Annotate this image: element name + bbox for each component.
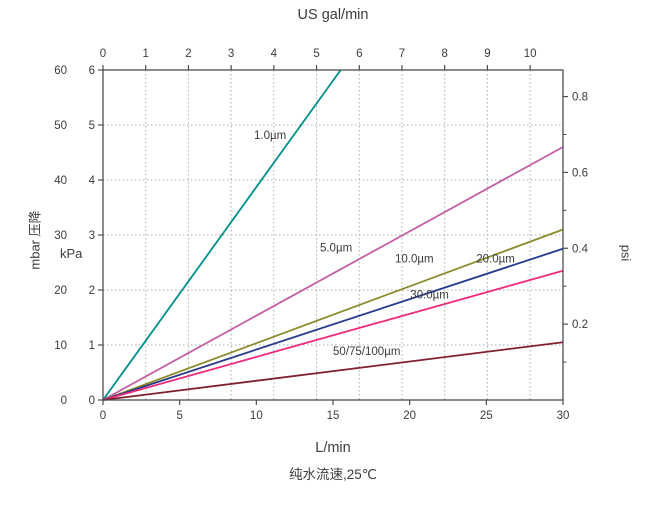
series-line <box>102 341 564 401</box>
left-axis-title-mbar: mbar 压降 <box>27 210 43 270</box>
mbar-tick-label: 50 <box>54 120 67 132</box>
mbar-tick-label: 40 <box>54 175 67 187</box>
right-axis-title-psi: psi <box>618 244 634 262</box>
series-label: 1.0µm <box>254 130 286 142</box>
kpa-tick-label: 5 <box>89 120 95 132</box>
series-line <box>102 269 564 401</box>
x-bottom-tick-label: 15 <box>327 410 340 422</box>
mbar-tick-label: 60 <box>54 65 67 77</box>
x-top-tick-label: 6 <box>356 48 362 60</box>
kpa-tick-label: 6 <box>89 65 95 77</box>
series-line <box>102 247 564 401</box>
x-top-tick-label: 5 <box>313 48 319 60</box>
series-line <box>102 69 342 401</box>
x-top-tick-label: 10 <box>524 48 537 60</box>
x-top-tick-label: 2 <box>185 48 191 60</box>
x-bottom-tick-label: 0 <box>100 410 106 422</box>
psi-tick-label: 0.8 <box>572 92 588 104</box>
x-bottom-tick-label: 20 <box>403 410 416 422</box>
x-bottom-tick-label: 25 <box>480 410 493 422</box>
series-label: 5.0µm <box>320 243 352 255</box>
psi-tick-label: 0.6 <box>572 167 588 179</box>
psi-tick-label: 0.2 <box>572 319 588 331</box>
series-line <box>102 146 564 401</box>
mbar-tick-label: 30 <box>54 230 67 242</box>
kpa-tick-label: 3 <box>89 230 95 242</box>
x-top-tick-label: 0 <box>100 48 106 60</box>
kpa-tick-label: 1 <box>89 340 95 352</box>
series-label: 30.0µm <box>410 289 449 301</box>
x-top-tick-label: 9 <box>484 48 490 60</box>
mbar-tick-label: 10 <box>54 340 67 352</box>
mbar-tick-label: 0 <box>61 395 67 407</box>
kpa-tick-label: 0 <box>89 395 95 407</box>
left-axis-title-kpa: kPa <box>60 246 83 261</box>
series-line <box>102 228 564 401</box>
x-bottom-tick-label: 5 <box>176 410 182 422</box>
x-top-tick-label: 1 <box>143 48 149 60</box>
series-label: 20.0µm <box>476 254 515 266</box>
x-top-tick-label: 4 <box>271 48 278 60</box>
x-top-tick-label: 8 <box>441 48 447 60</box>
bottom-axis-title: L/min <box>315 440 351 456</box>
kpa-tick-label: 2 <box>89 285 95 297</box>
series-label: 10.0µm <box>395 254 434 266</box>
mbar-tick-label: 20 <box>54 285 67 297</box>
top-axis-title: US gal/min <box>297 7 369 23</box>
x-top-tick-label: 7 <box>399 48 405 60</box>
x-bottom-tick-label: 30 <box>557 410 570 422</box>
series-label: 50/75/100µm <box>333 346 400 358</box>
psi-tick-label: 0.4 <box>572 243 589 255</box>
x-top-tick-label: 3 <box>228 48 234 60</box>
kpa-tick-label: 4 <box>89 175 96 187</box>
x-bottom-tick-label: 10 <box>250 410 263 422</box>
chart-subtitle: 纯水流速,25℃ <box>289 467 377 482</box>
